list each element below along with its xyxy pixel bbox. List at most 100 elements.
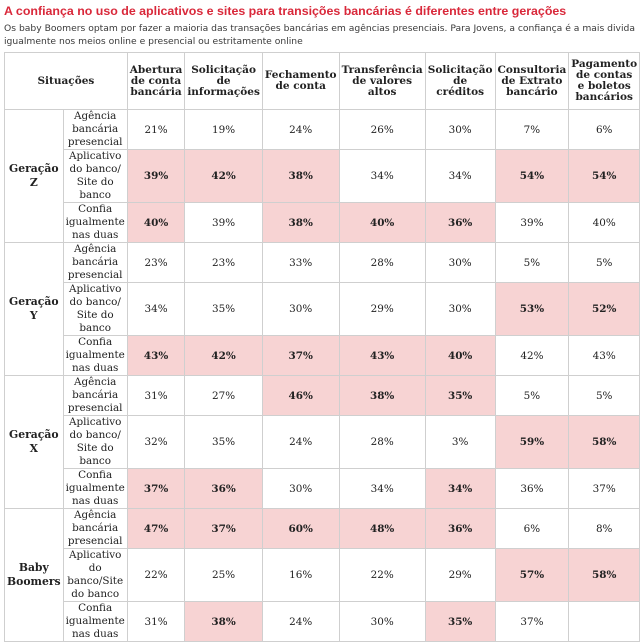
value-cell: 48% bbox=[338, 508, 426, 549]
value-cell: 29% bbox=[338, 282, 426, 336]
situation-label: Confia igualmente nas duas bbox=[62, 202, 128, 243]
value-cell: 46% bbox=[261, 375, 340, 416]
table-row: Confia igualmente nas duas 43% 42% 37% 43% 40… bbox=[5, 335, 640, 376]
page-subtitle: Os baby Boomers optam por fazer a maiori… bbox=[4, 23, 636, 47]
table-row: Confia igualmente nas duas 37% 36% 30% 34% 34… bbox=[5, 468, 640, 509]
column-header-situacoes: Situações bbox=[4, 52, 128, 110]
generation-label: Geração Y bbox=[4, 242, 64, 376]
column-header-solicitacao-creditos: Solicitação de créditos bbox=[424, 52, 496, 110]
situation-label: Aplicativo do banco/ Site do banco bbox=[62, 149, 128, 203]
value-cell: 6% bbox=[568, 109, 640, 150]
value-cell: 40% bbox=[338, 202, 426, 243]
value-cell: 37% bbox=[126, 468, 186, 509]
value-cell: 42% bbox=[184, 335, 263, 376]
value-cell: 24% bbox=[261, 109, 340, 150]
value-cell: 21% bbox=[126, 109, 186, 150]
value-cell: 57% bbox=[494, 548, 570, 602]
value-cell: 36% bbox=[184, 468, 263, 509]
value-cell: 39% bbox=[494, 202, 570, 243]
value-cell: 58% bbox=[568, 548, 640, 602]
value-cell: 23% bbox=[126, 242, 186, 283]
situation-label: Confia igualmente nas duas bbox=[62, 468, 128, 509]
value-cell: 37% bbox=[494, 601, 570, 642]
value-cell: 8% bbox=[568, 508, 640, 549]
column-header-pagamento: Pagamento de contas e boletos bancários bbox=[568, 52, 640, 110]
situation-label: Aplicativo do banco/ Site do banco bbox=[62, 282, 128, 336]
value-cell: 38% bbox=[338, 375, 426, 416]
table-row: Geração Y Agência bancária presencial 23% 2… bbox=[4, 242, 640, 376]
value-cell: 40% bbox=[126, 202, 186, 243]
value-cell: 19% bbox=[184, 109, 263, 150]
value-cell: 38% bbox=[184, 601, 263, 642]
value-cell: 32% bbox=[126, 415, 186, 469]
value-cell: 30% bbox=[261, 282, 340, 336]
data-table: Situações Abertura de conta bancária Sol… bbox=[4, 52, 640, 642]
value-cell: 40% bbox=[424, 335, 496, 376]
value-cell: 47% bbox=[126, 508, 186, 549]
value-cell: 16% bbox=[261, 548, 340, 602]
value-cell: 5% bbox=[494, 375, 570, 416]
value-cell: 43% bbox=[568, 335, 640, 376]
table-row: Aplicativo do banco/Site do banco 22% 25% 1… bbox=[5, 548, 640, 602]
value-cell: 30% bbox=[338, 601, 426, 642]
value-cell: 34% bbox=[338, 468, 426, 509]
value-cell: 60% bbox=[261, 508, 340, 549]
table-row: Baby Boomers Agência bancária presencial 4… bbox=[4, 508, 640, 642]
value-cell: 25% bbox=[184, 548, 263, 602]
value-cell: 37% bbox=[261, 335, 340, 376]
value-cell: 5% bbox=[494, 242, 570, 283]
value-cell: 35% bbox=[424, 601, 496, 642]
value-cell: 27% bbox=[184, 375, 263, 416]
value-cell: 42% bbox=[184, 149, 263, 203]
value-cell: 35% bbox=[184, 282, 263, 336]
value-cell: 36% bbox=[494, 468, 570, 509]
table-row: Geração Z Agência bancária presencial 21% 1… bbox=[4, 109, 640, 243]
situation-label: Confia igualmente nas duas bbox=[62, 601, 128, 642]
column-header-consultoria: Consultoria de Extrato bancário bbox=[494, 52, 570, 110]
value-cell: 34% bbox=[126, 282, 186, 336]
situation-label: Agência bancária presencial bbox=[62, 508, 128, 549]
value-cell: 3% bbox=[424, 415, 496, 469]
value-cell: 24% bbox=[261, 601, 340, 642]
value-cell: 59% bbox=[494, 415, 570, 469]
value-cell: 40% bbox=[568, 202, 640, 243]
situation-label: Agência bancária presencial bbox=[62, 242, 128, 283]
header-row: Situações Abertura de conta bancária Sol… bbox=[4, 52, 640, 110]
generation-label: Baby Boomers bbox=[4, 508, 64, 642]
value-cell: 52% bbox=[568, 282, 640, 336]
value-cell: 53% bbox=[494, 282, 570, 336]
value-cell: 33% bbox=[261, 242, 340, 283]
value-cell: 34% bbox=[338, 149, 426, 203]
value-cell: 54% bbox=[568, 149, 640, 203]
generation-label: Geração Z bbox=[4, 109, 64, 243]
value-cell: 23% bbox=[184, 242, 263, 283]
value-cell: 38% bbox=[261, 149, 340, 203]
value-cell: 28% bbox=[338, 242, 426, 283]
situation-label: Aplicativo do banco/Site do banco bbox=[62, 548, 128, 602]
table-row: Confia igualmente nas duas 40% 39% 38% 40% 36… bbox=[5, 202, 640, 243]
value-cell: 37% bbox=[568, 468, 640, 509]
value-cell: 7% bbox=[494, 109, 570, 150]
table-row: Geração X Agência bancária presencial 31% 2… bbox=[4, 375, 640, 509]
value-cell: 35% bbox=[424, 375, 496, 416]
value-cell: 39% bbox=[184, 202, 263, 243]
table-body: Geração Z Agência bancária presencial 21% 1… bbox=[4, 109, 640, 642]
value-cell: 42% bbox=[494, 335, 570, 376]
value-cell: 36% bbox=[424, 202, 496, 243]
column-header-fechamento: Fechamento de conta bbox=[261, 52, 340, 110]
situation-label: Aplicativo do banco/ Site do banco bbox=[62, 415, 128, 469]
generation-label: Geração X bbox=[4, 375, 64, 509]
page-title: A confiança no uso de aplicativos e site… bbox=[4, 4, 567, 18]
value-cell: 58% bbox=[568, 415, 640, 469]
value-cell: 30% bbox=[424, 109, 496, 150]
value-cell: 34% bbox=[424, 149, 496, 203]
value-cell: 6% bbox=[494, 508, 570, 549]
value-cell: 43% bbox=[338, 335, 426, 376]
situation-label: Agência bancária presencial bbox=[62, 375, 128, 416]
value-cell: 37% bbox=[184, 508, 263, 549]
value-cell: 54% bbox=[494, 149, 570, 203]
value-cell: 22% bbox=[338, 548, 426, 602]
situation-label: Agência bancária presencial bbox=[62, 109, 128, 150]
value-cell: 30% bbox=[261, 468, 340, 509]
value-cell: 34% bbox=[424, 468, 496, 509]
